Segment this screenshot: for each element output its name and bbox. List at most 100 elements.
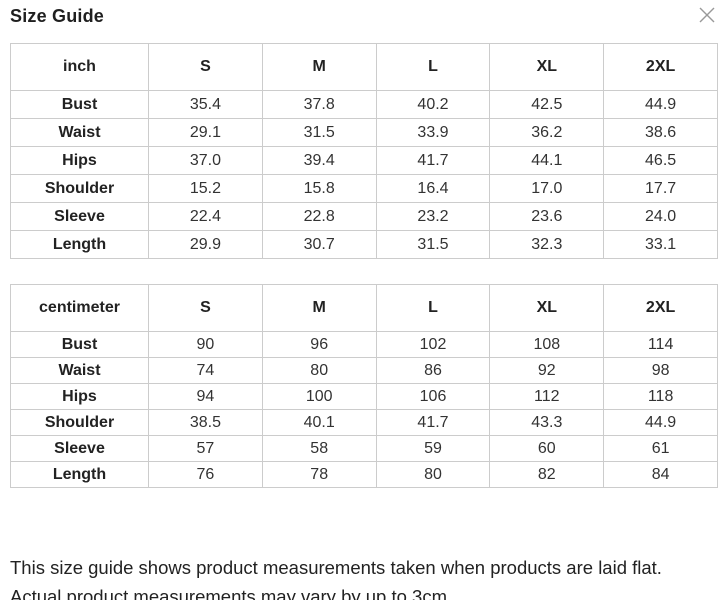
value-cell: 40.1 <box>261 409 377 436</box>
value-cell: 22.4 <box>148 202 263 231</box>
value-cell: 42.5 <box>489 90 605 119</box>
unit-header-cell: centimeter <box>10 284 149 332</box>
close-icon <box>699 7 715 23</box>
header-row: inch S M L XL 2XL <box>10 43 718 91</box>
value-cell: 114 <box>603 331 718 358</box>
size-table-centimeter: centimeter S M L XL 2XL Bust 90 96 102 108 114 Waist… <box>10 284 718 488</box>
row-label-cell: Bust <box>10 331 149 358</box>
table-row: Shoulder 15.2 15.8 16.4 17.0 17.7 <box>10 174 718 203</box>
value-cell: 78 <box>261 461 377 488</box>
value-cell: 112 <box>489 383 605 410</box>
value-cell: 40.2 <box>375 90 491 119</box>
value-cell: 58 <box>261 435 377 462</box>
value-cell: 57 <box>148 435 263 462</box>
value-cell: 44.9 <box>603 90 718 119</box>
value-cell: 100 <box>261 383 377 410</box>
table-row: Sleeve 22.4 22.8 23.2 23.6 24.0 <box>10 202 718 231</box>
value-cell: 29.1 <box>148 118 263 147</box>
row-label-cell: Waist <box>10 118 149 147</box>
table-row: Waist 29.1 31.5 33.9 36.2 38.6 <box>10 118 718 147</box>
row-label-cell: Length <box>10 230 149 259</box>
table-row: Length 29.9 30.7 31.5 32.3 33.1 <box>10 230 718 259</box>
table-row: Length 76 78 80 82 84 <box>10 461 718 488</box>
page-title: Size Guide <box>10 6 105 26</box>
row-label-cell: Hips <box>10 383 149 410</box>
value-cell: 59 <box>375 435 491 462</box>
value-cell: 17.0 <box>489 174 605 203</box>
value-cell: 37.0 <box>148 146 263 175</box>
table-row: Waist 74 80 86 92 98 <box>10 357 718 384</box>
value-cell: 23.6 <box>489 202 605 231</box>
value-cell: 23.2 <box>375 202 491 231</box>
table-row: Sleeve 57 58 59 60 61 <box>10 435 718 462</box>
table-row: Bust 35.4 37.8 40.2 42.5 44.9 <box>10 90 718 119</box>
table-row: Hips 94 100 106 112 118 <box>10 383 718 410</box>
size-column-header: M <box>261 284 377 332</box>
measurement-disclaimer-note: This size guide shows product measuremen… <box>10 556 662 600</box>
value-cell: 41.7 <box>375 409 491 436</box>
value-cell: 61 <box>603 435 718 462</box>
row-label-cell: Shoulder <box>10 409 149 436</box>
value-cell: 36.2 <box>489 118 605 147</box>
row-label-cell: Length <box>10 461 149 488</box>
value-cell: 102 <box>375 331 491 358</box>
value-cell: 38.5 <box>148 409 263 436</box>
value-cell: 106 <box>375 383 491 410</box>
value-cell: 46.5 <box>603 146 718 175</box>
value-cell: 16.4 <box>375 174 491 203</box>
value-cell: 44.9 <box>603 409 718 436</box>
value-cell: 41.7 <box>375 146 491 175</box>
value-cell: 44.1 <box>489 146 605 175</box>
row-label-cell: Hips <box>10 146 149 175</box>
table-row: Hips 37.0 39.4 41.7 44.1 46.5 <box>10 146 718 175</box>
close-button[interactable] <box>694 2 720 28</box>
value-cell: 33.9 <box>375 118 491 147</box>
value-cell: 43.3 <box>489 409 605 436</box>
value-cell: 39.4 <box>261 146 377 175</box>
value-cell: 74 <box>148 357 263 384</box>
value-cell: 30.7 <box>261 230 377 259</box>
value-cell: 37.8 <box>261 90 377 119</box>
value-cell: 60 <box>489 435 605 462</box>
value-cell: 92 <box>489 357 605 384</box>
value-cell: 80 <box>261 357 377 384</box>
value-cell: 31.5 <box>375 230 491 259</box>
size-column-header: L <box>375 284 491 332</box>
value-cell: 84 <box>603 461 718 488</box>
size-table-inch: inch S M L XL 2XL Bust 35.4 37.8 40.2 42.5 44.9 Wais… <box>10 43 718 259</box>
table-row: Bust 90 96 102 108 114 <box>10 331 718 358</box>
row-label-cell: Bust <box>10 90 149 119</box>
unit-header-cell: inch <box>10 43 149 91</box>
value-cell: 98 <box>603 357 718 384</box>
value-cell: 38.6 <box>603 118 718 147</box>
value-cell: 32.3 <box>489 230 605 259</box>
value-cell: 24.0 <box>603 202 718 231</box>
size-column-header: S <box>148 43 263 91</box>
size-column-header: XL <box>489 284 605 332</box>
size-tables-container: inch S M L XL 2XL Bust 35.4 37.8 40.2 42.5 44.9 Wais… <box>10 43 718 488</box>
size-column-header: S <box>148 284 263 332</box>
value-cell: 90 <box>148 331 263 358</box>
value-cell: 33.1 <box>603 230 718 259</box>
value-cell: 82 <box>489 461 605 488</box>
value-cell: 86 <box>375 357 491 384</box>
value-cell: 35.4 <box>148 90 263 119</box>
size-column-header: M <box>261 43 377 91</box>
size-column-header: 2XL <box>603 43 718 91</box>
value-cell: 94 <box>148 383 263 410</box>
value-cell: 15.8 <box>261 174 377 203</box>
value-cell: 17.7 <box>603 174 718 203</box>
value-cell: 108 <box>489 331 605 358</box>
value-cell: 31.5 <box>261 118 377 147</box>
value-cell: 22.8 <box>261 202 377 231</box>
row-label-cell: Waist <box>10 357 149 384</box>
row-label-cell: Shoulder <box>10 174 149 203</box>
value-cell: 76 <box>148 461 263 488</box>
row-label-cell: Sleeve <box>10 202 149 231</box>
header-row: centimeter S M L XL 2XL <box>10 284 718 332</box>
size-column-header: XL <box>489 43 605 91</box>
value-cell: 96 <box>261 331 377 358</box>
row-label-cell: Sleeve <box>10 435 149 462</box>
value-cell: 29.9 <box>148 230 263 259</box>
